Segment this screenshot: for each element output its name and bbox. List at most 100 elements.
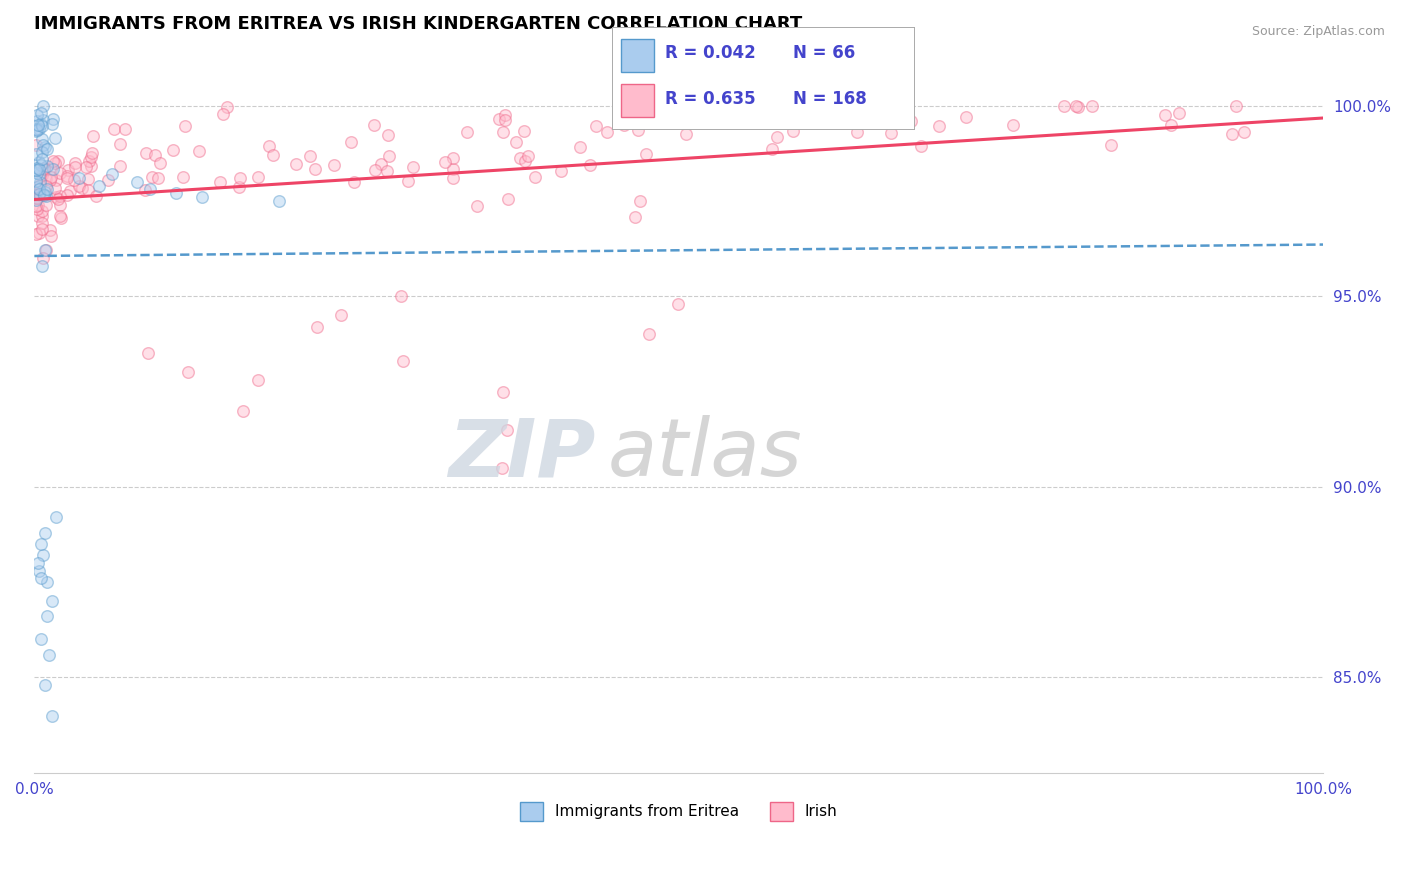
Point <box>513 153 536 168</box>
Text: N = 66: N = 66 <box>793 45 855 62</box>
Point <box>63 156 86 170</box>
Point <box>396 174 419 188</box>
Point <box>339 135 361 149</box>
Point <box>30 537 52 551</box>
Point <box>30 632 52 647</box>
Point <box>35 142 58 156</box>
Point <box>1167 106 1189 120</box>
Point <box>28 182 51 196</box>
Point <box>1225 98 1247 112</box>
Point <box>1233 125 1256 139</box>
Point <box>32 549 55 563</box>
Point <box>165 186 187 201</box>
Point <box>710 100 733 114</box>
Point <box>796 98 818 112</box>
Point <box>34 525 56 540</box>
Point <box>636 147 658 161</box>
Point <box>28 186 51 201</box>
Point <box>910 139 932 153</box>
Point <box>82 129 104 144</box>
Point <box>208 175 231 189</box>
Point <box>41 154 63 169</box>
Point <box>141 169 163 184</box>
Point <box>135 145 157 160</box>
Point <box>56 163 79 178</box>
Point <box>24 187 46 202</box>
Point <box>257 139 280 153</box>
Point <box>31 221 53 235</box>
Point <box>67 179 90 194</box>
Point <box>173 119 195 133</box>
Point <box>27 161 49 176</box>
Text: R = 0.042: R = 0.042 <box>665 45 755 62</box>
Point <box>45 510 67 524</box>
Point <box>44 155 66 169</box>
Point <box>596 125 619 139</box>
Point <box>30 158 52 172</box>
Bar <box>620 84 654 117</box>
Point <box>42 112 65 126</box>
Point <box>628 194 651 209</box>
Point <box>232 403 254 417</box>
Point <box>1099 138 1122 153</box>
Point <box>149 156 172 170</box>
Point <box>34 244 56 258</box>
Point <box>285 157 308 171</box>
Point <box>569 140 592 154</box>
Point <box>441 161 464 176</box>
Point <box>32 187 55 202</box>
Text: atlas: atlas <box>607 415 803 493</box>
Point <box>627 123 650 137</box>
Point <box>34 140 56 154</box>
Point <box>1154 108 1177 122</box>
Point <box>761 143 783 157</box>
Point <box>1067 99 1090 113</box>
Point <box>25 114 48 128</box>
Point <box>25 138 48 153</box>
Point <box>628 103 651 117</box>
Point <box>25 180 48 194</box>
Point <box>955 110 977 124</box>
Point <box>25 191 48 205</box>
Point <box>25 163 48 178</box>
Point <box>75 160 97 174</box>
Point <box>56 169 79 183</box>
Point <box>666 297 689 311</box>
Point <box>41 708 63 723</box>
Point <box>49 198 72 212</box>
Point <box>402 160 425 174</box>
Point <box>103 121 125 136</box>
Point <box>28 167 51 181</box>
Text: N = 168: N = 168 <box>793 89 866 108</box>
Point <box>34 243 56 257</box>
Point <box>27 187 49 202</box>
Point <box>45 172 67 186</box>
Point <box>24 191 46 205</box>
Point <box>34 185 56 199</box>
Point <box>31 216 53 230</box>
Point <box>143 148 166 162</box>
Point <box>305 319 328 334</box>
Point <box>25 202 48 216</box>
Point <box>675 128 697 142</box>
Point <box>108 159 131 173</box>
Point <box>31 132 53 146</box>
Point <box>188 145 211 159</box>
Point <box>41 228 63 243</box>
Point <box>25 121 48 136</box>
Point <box>31 186 53 201</box>
Point <box>1220 127 1243 141</box>
Point <box>44 181 66 195</box>
Point <box>928 120 950 134</box>
Point <box>41 169 63 184</box>
Point <box>35 197 58 211</box>
Point <box>35 159 58 173</box>
Point <box>505 135 527 149</box>
Point <box>82 145 104 160</box>
Point <box>37 575 59 590</box>
Point <box>28 174 51 188</box>
Point <box>108 137 131 152</box>
Point <box>31 152 53 166</box>
Point <box>378 149 401 163</box>
Point <box>28 564 51 578</box>
